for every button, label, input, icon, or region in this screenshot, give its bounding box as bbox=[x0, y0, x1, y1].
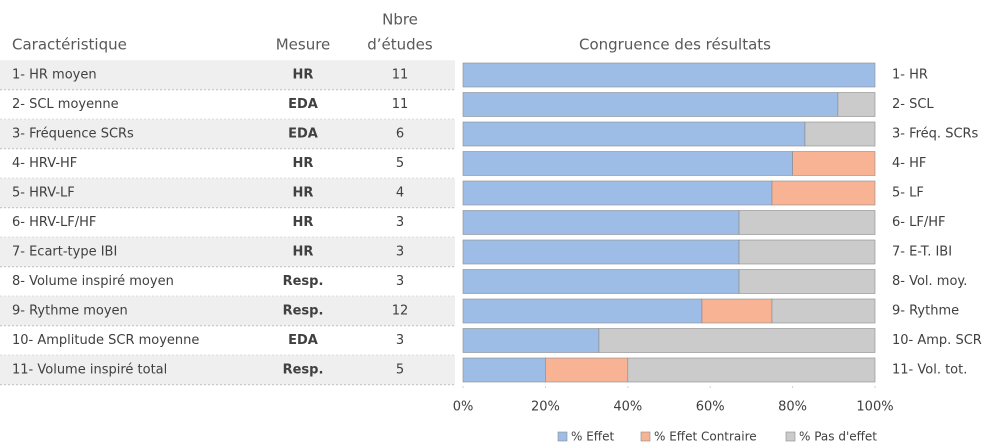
legend-label: % Effet bbox=[571, 430, 614, 444]
study-count: 12 bbox=[392, 304, 409, 319]
measure: HR bbox=[293, 156, 314, 171]
bar-segment bbox=[771, 298, 876, 324]
row-bg bbox=[0, 119, 455, 149]
bar-segment bbox=[771, 180, 876, 206]
legend-label: % Effet Contraire bbox=[654, 430, 757, 444]
characteristic: 6- HRV-LF/HF bbox=[12, 215, 96, 230]
bar-segment bbox=[701, 298, 773, 324]
category-label: 8- Vol. moy. bbox=[892, 274, 967, 289]
x-tick-label: 60% bbox=[696, 400, 725, 415]
row-bg bbox=[0, 60, 455, 90]
category-label: 10- Amp. SCR bbox=[892, 333, 982, 348]
study-count: 11 bbox=[392, 68, 409, 83]
category-label: 3- Fréq. SCRs bbox=[892, 127, 979, 142]
row-bg bbox=[0, 355, 455, 385]
category-label: 2- SCL bbox=[892, 97, 934, 112]
bar-segment bbox=[462, 328, 600, 353]
bar-segment bbox=[462, 269, 740, 294]
bar-segment bbox=[462, 121, 806, 147]
bar-segment bbox=[462, 62, 876, 88]
measure: Resp. bbox=[283, 304, 324, 319]
category-label: 11- Vol. tot. bbox=[892, 363, 967, 378]
category-label: 6- LF/HF bbox=[892, 215, 945, 230]
category-label: 1- HR bbox=[892, 68, 928, 83]
bar-segment bbox=[462, 298, 703, 324]
study-count: 6 bbox=[396, 127, 404, 142]
measure: EDA bbox=[288, 97, 318, 112]
x-tick-label: 80% bbox=[778, 400, 807, 415]
characteristic: 1- HR moyen bbox=[12, 68, 97, 83]
x-tick-label: 0% bbox=[453, 400, 474, 415]
study-count: 3 bbox=[396, 333, 404, 348]
study-count: 5 bbox=[396, 363, 404, 378]
measure: HR bbox=[293, 68, 314, 83]
column-header: Nbre bbox=[382, 11, 418, 29]
characteristic: 10- Amplitude SCR moyenne bbox=[12, 333, 199, 348]
study-count: 3 bbox=[396, 274, 404, 289]
legend-label: % Pas d'effet bbox=[799, 430, 877, 444]
row-bg bbox=[0, 237, 455, 267]
bar-segment bbox=[837, 92, 876, 117]
bar-segment bbox=[738, 239, 876, 265]
x-tick-label: 20% bbox=[531, 400, 560, 415]
characteristic: 4- HRV-HF bbox=[12, 156, 77, 171]
chart-title: Congruence des résultats bbox=[579, 36, 771, 54]
legend-swatch bbox=[557, 431, 568, 442]
column-header: Mesure bbox=[276, 36, 331, 54]
bar-segment bbox=[462, 180, 773, 206]
legend-swatch bbox=[785, 431, 796, 442]
bar-segment bbox=[462, 151, 793, 176]
x-tick-label: 40% bbox=[613, 400, 642, 415]
bar-segment bbox=[462, 92, 839, 117]
bar-segment bbox=[462, 357, 546, 383]
measure: EDA bbox=[288, 127, 318, 142]
characteristic: 2- SCL moyenne bbox=[12, 97, 119, 112]
bar-segment bbox=[545, 357, 629, 383]
legend-swatch bbox=[640, 431, 651, 442]
study-count: 3 bbox=[396, 215, 404, 230]
measure: HR bbox=[293, 186, 314, 201]
bar-segment bbox=[738, 269, 876, 294]
column-header: d’études bbox=[367, 36, 433, 54]
column-header: Caractéristique bbox=[12, 36, 127, 54]
study-count: 5 bbox=[396, 156, 404, 171]
study-count: 11 bbox=[392, 97, 409, 112]
characteristic: 9- Rythme moyen bbox=[12, 304, 128, 319]
measure: HR bbox=[293, 245, 314, 260]
measure: Resp. bbox=[283, 274, 324, 289]
bar-segment bbox=[738, 210, 876, 235]
category-label: 9- Rythme bbox=[892, 304, 959, 319]
bar-segment bbox=[627, 357, 876, 383]
category-label: 5- LF bbox=[892, 186, 924, 201]
characteristic: 7- Ecart-type IBI bbox=[12, 245, 117, 260]
study-count: 3 bbox=[396, 245, 404, 260]
characteristic: 11- Volume inspiré total bbox=[12, 363, 167, 378]
bar-segment bbox=[804, 121, 876, 147]
characteristic: 5- HRV-LF bbox=[12, 186, 75, 201]
row-bg bbox=[0, 178, 455, 208]
measure: EDA bbox=[288, 333, 318, 348]
bar-segment bbox=[462, 210, 740, 235]
category-label: 7- E-T. IBI bbox=[892, 245, 952, 260]
characteristic: 3- Fréquence SCRs bbox=[12, 127, 134, 142]
bar-segment bbox=[462, 239, 740, 265]
measure: HR bbox=[293, 215, 314, 230]
row-bg bbox=[0, 296, 455, 326]
study-count: 4 bbox=[396, 186, 404, 201]
measure: Resp. bbox=[283, 363, 324, 378]
bar-segment bbox=[598, 328, 876, 353]
category-label: 4- HF bbox=[892, 156, 926, 171]
characteristic: 8- Volume inspiré moyen bbox=[12, 274, 174, 289]
bar-segment bbox=[792, 151, 876, 176]
x-tick-label: 100% bbox=[856, 400, 893, 415]
